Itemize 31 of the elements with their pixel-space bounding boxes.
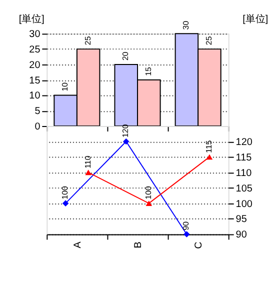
- data-label: 15: [144, 66, 153, 76]
- y2-tick-label: 120: [236, 136, 253, 148]
- x-tick-label: C: [194, 242, 205, 249]
- y2-axis-title: [単位]: [242, 12, 268, 25]
- data-label: 110: [83, 155, 92, 168]
- y-tick-label: 20: [29, 60, 41, 71]
- data-label: 120: [121, 124, 130, 138]
- y-tick-label: 30: [29, 29, 41, 40]
- y-tick-label: 5: [34, 106, 41, 118]
- data-label: 100: [144, 186, 153, 200]
- y2-tick-label: 110: [236, 168, 252, 179]
- data-label: 25: [204, 36, 214, 46]
- y-tick-label: 10: [29, 90, 41, 102]
- y-tick-label: 25: [29, 44, 41, 56]
- data-label: 20: [121, 51, 130, 60]
- y2-tick-label: 95: [236, 214, 248, 226]
- y2-tick-label: 100: [236, 198, 253, 210]
- y-tick-label: 15: [29, 75, 41, 86]
- data-label: 90: [182, 220, 191, 230]
- y2-tick-label: 115: [236, 152, 252, 164]
- data-label: 100: [60, 186, 70, 200]
- data-label: 115: [204, 140, 214, 153]
- data-label: 30: [182, 20, 191, 30]
- data-label: 10: [60, 82, 70, 92]
- y2-tick-label: 90: [236, 230, 248, 241]
- y2-tick-label: 105: [236, 183, 253, 194]
- x-tick-label: A: [72, 241, 84, 248]
- data-label: 25: [83, 36, 92, 46]
- y-tick-label: 0: [34, 121, 41, 132]
- x-tick-label: B: [132, 241, 144, 248]
- y-axis-title: [単位]: [18, 12, 45, 25]
